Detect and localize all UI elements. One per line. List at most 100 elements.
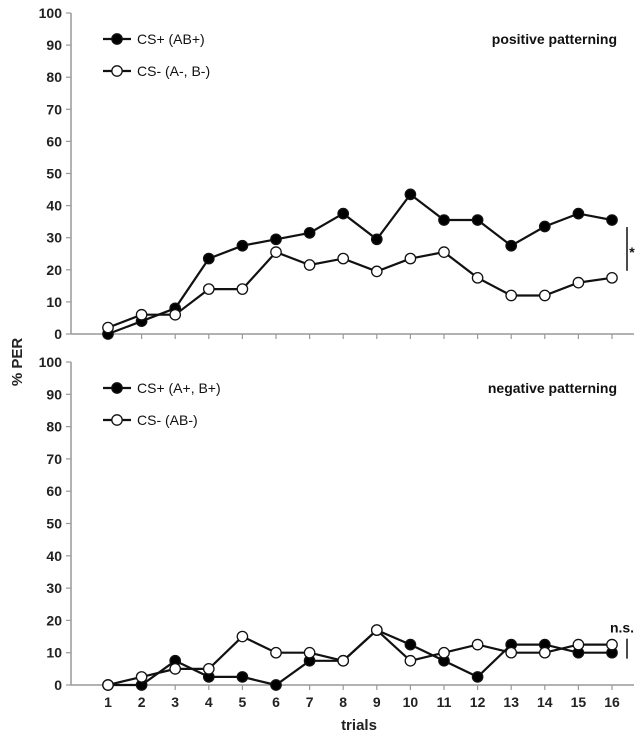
x-tick-label: 1 [104, 694, 112, 710]
x-axis-label: trials [341, 717, 377, 734]
x-tick-label: 7 [306, 694, 314, 710]
significance-label: n.s. [610, 620, 634, 636]
y-tick-label: 80 [46, 69, 62, 85]
legend-label: CS+ (AB+) [137, 31, 205, 47]
x-tick-label: 2 [138, 694, 146, 710]
legend-label: CS- (A-, B-) [137, 63, 210, 79]
legend-label: CS- (AB-) [137, 412, 198, 428]
y-tick-label: 10 [46, 294, 62, 310]
data-point [370, 265, 383, 278]
y-tick-label: 30 [46, 580, 62, 596]
x-tick-label: 12 [470, 694, 486, 710]
data-point [270, 679, 282, 691]
x-tick-label: 16 [604, 694, 620, 710]
x-tick-label: 10 [403, 694, 419, 710]
data-point [202, 283, 215, 295]
data-point [572, 276, 585, 289]
data-point [471, 271, 484, 284]
data-point [303, 227, 316, 239]
x-tick-label: 9 [373, 694, 381, 710]
series-line [107, 250, 613, 329]
y-tick-label: 30 [46, 230, 62, 246]
y-tick-label: 50 [46, 516, 62, 532]
data-point [438, 214, 450, 226]
data-point [404, 654, 417, 667]
data-point [236, 671, 249, 683]
legend-marker [111, 414, 123, 426]
x-tick-label: 8 [339, 694, 347, 710]
data-point [303, 646, 316, 659]
legend-marker [111, 33, 123, 45]
data-point [606, 271, 618, 284]
panel-title: positive patterning [492, 31, 617, 47]
data-point [102, 321, 114, 334]
data-point [505, 239, 518, 252]
y-tick-label: 100 [39, 5, 63, 21]
data-point [404, 252, 417, 265]
y-tick-label: 10 [46, 645, 62, 661]
data-point [370, 233, 383, 246]
series-line [108, 628, 612, 687]
y-tick-label: 80 [46, 419, 62, 435]
x-tick-label: 14 [537, 694, 553, 710]
data-point [404, 638, 417, 651]
y-axis-label: % PER [9, 338, 26, 387]
data-point [135, 671, 148, 683]
data-point [236, 283, 249, 295]
data-point [538, 220, 551, 233]
data-point [505, 289, 518, 302]
x-tick-label: 15 [571, 694, 587, 710]
x-tick-label: 11 [437, 694, 452, 710]
data-point [505, 646, 518, 659]
panel-1: 0 10 20 30 40 50 60 70 80 90 100 CS+ (AB+) CS- (A-, … [39, 5, 636, 342]
legend-marker [111, 65, 123, 77]
y-tick-label: 90 [46, 37, 62, 53]
data-point [471, 671, 484, 683]
y-tick-label: 60 [46, 133, 62, 149]
y-tick-label: 20 [46, 612, 62, 628]
y-tick-label: 0 [54, 326, 62, 342]
series-line [107, 192, 613, 336]
data-point [606, 638, 618, 651]
data-point [236, 239, 249, 252]
data-point [438, 646, 450, 659]
data-point [270, 646, 282, 659]
series-line [107, 628, 612, 687]
x-tick-label: 13 [503, 694, 519, 710]
y-tick-label: 90 [46, 386, 62, 402]
data-point [102, 679, 114, 691]
data-point [538, 646, 551, 659]
y-tick-label: 50 [46, 166, 62, 182]
y-tick-label: 70 [46, 451, 62, 467]
data-point [236, 630, 249, 643]
x-tick-label: 3 [171, 694, 179, 710]
data-point [270, 233, 282, 246]
y-tick-label: 100 [39, 354, 63, 370]
data-point [606, 214, 618, 226]
y-tick-label: 0 [54, 677, 62, 693]
x-tick-label: 5 [239, 694, 247, 710]
y-tick-label: 40 [46, 548, 62, 564]
significance-label: * [629, 244, 635, 260]
data-point [169, 308, 182, 321]
y-tick-label: 20 [46, 262, 62, 278]
data-point [337, 654, 350, 667]
data-point [572, 638, 585, 651]
data-point [169, 662, 182, 675]
y-tick-label: 40 [46, 198, 62, 214]
legend-marker [111, 382, 123, 394]
data-point [572, 207, 585, 220]
data-point [303, 259, 316, 271]
y-tick-label: 60 [46, 483, 62, 499]
data-point [471, 638, 484, 651]
data-point [202, 662, 215, 675]
data-point [337, 207, 350, 220]
x-tick-label: 6 [272, 694, 280, 710]
legend-label: CS+ (A+, B+) [137, 380, 221, 396]
data-point [202, 252, 215, 265]
data-point [270, 246, 282, 258]
data-point [135, 308, 148, 321]
data-point [438, 246, 450, 258]
